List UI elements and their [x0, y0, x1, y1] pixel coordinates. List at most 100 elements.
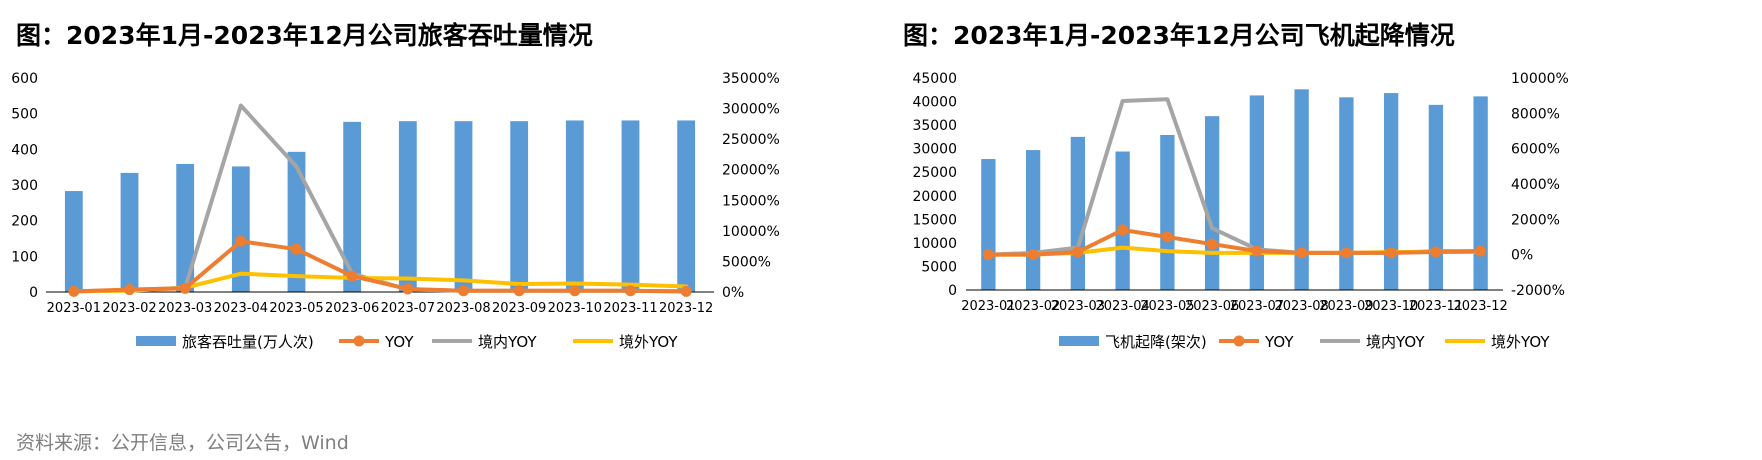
left-axis-tick: 0	[948, 283, 957, 299]
bar-2023-11	[1428, 104, 1444, 290]
x-tick-label: 2023-04	[1095, 299, 1149, 314]
bar-2023-02	[120, 172, 139, 292]
yoy-marker	[1117, 224, 1129, 236]
x-tick-label: 2023-01	[47, 301, 101, 316]
bar-2023-09	[1339, 97, 1354, 290]
yoy-marker	[458, 285, 469, 297]
yoy-marker	[569, 285, 581, 297]
yoy-marker	[1072, 246, 1084, 258]
bar-2023-08	[1294, 89, 1309, 290]
bar-2023-03	[1070, 136, 1086, 290]
bar-2023-04	[1115, 151, 1130, 290]
yoy-marker	[1475, 245, 1487, 257]
right-axis-tick: 8000%	[1511, 106, 1560, 122]
x-tick-label: 2023-11	[1409, 299, 1463, 314]
left-axis-tick: 600	[11, 71, 38, 87]
bar-2023-09	[510, 121, 529, 292]
yoy-marker	[1430, 246, 1442, 258]
bar-2023-01	[64, 191, 83, 292]
yoy-marker	[982, 249, 994, 261]
left-axis-tick: 40000	[912, 95, 957, 111]
left-axis-tick: 500	[11, 107, 38, 123]
right-axis-tick: 10000%	[722, 224, 780, 240]
left-axis-tick: 30000	[912, 142, 957, 158]
legend-bar-swatch	[1059, 336, 1099, 346]
x-tick-label: 2023-10	[548, 301, 602, 316]
right-axis-tick: 25000%	[722, 132, 780, 148]
chart-title-aircraft: 图：2023年1月-2023年12月公司飞机起降情况	[903, 21, 1455, 50]
source-note: 资料来源：公开信息，公司公告，Wind	[16, 432, 349, 454]
bar-2023-08	[454, 121, 473, 292]
x-tick-label: 2023-05	[1140, 299, 1194, 314]
legend-line-label: 境内YOY	[478, 333, 537, 351]
left-axis-tick: 5000	[921, 259, 957, 275]
left-axis-tick: 200	[11, 214, 38, 230]
chart-title-passenger: 图：2023年1月-2023年12月公司旅客吞吐量情况	[16, 21, 593, 50]
legend-line-label: 境外YOY	[619, 333, 678, 351]
aircraft-chart: 0 5000 10000 15000 20000 25000 30000 35000 40000…	[912, 71, 1569, 351]
bar-2023-03	[176, 163, 195, 292]
x-tick-label: 2023-10	[1364, 299, 1418, 314]
bar-2023-04	[231, 166, 250, 292]
yoy-marker	[1161, 231, 1173, 243]
yoy-marker	[1206, 238, 1218, 250]
legend-bar-label: 旅客吞吐量(万人次)	[182, 333, 314, 351]
right-axis-tick: 30000%	[722, 102, 780, 118]
line-境内YOY	[986, 97, 1483, 257]
yoy-marker	[235, 235, 247, 247]
bar-2023-10	[1383, 93, 1399, 290]
left-axis-tick: 100	[11, 249, 38, 265]
bar-2023-06	[1204, 116, 1220, 290]
left-axis-tick: 15000	[912, 212, 957, 228]
left-axis-tick: 25000	[912, 165, 957, 181]
yoy-marker	[1296, 247, 1308, 259]
bar-2023-12	[1473, 96, 1488, 290]
x-tick-label: 2023-03	[158, 301, 212, 316]
x-tick-label: 2023-11	[603, 301, 657, 316]
right-axis-tick: 2000%	[1511, 212, 1560, 228]
yoy-marker	[402, 283, 414, 295]
yoy-marker	[346, 270, 358, 282]
bar-2023-11	[621, 120, 640, 292]
legend-line-label: 境外YOY	[1491, 333, 1550, 351]
yoy-marker	[1251, 245, 1263, 257]
x-tick-label: 2023-01	[961, 299, 1015, 314]
x-tick-label: 2023-02	[102, 301, 156, 316]
x-tick-label: 2023-02	[1006, 299, 1060, 314]
legend-marker	[353, 335, 365, 347]
x-tick-label: 2023-03	[1051, 299, 1105, 314]
yoy-marker	[625, 285, 636, 297]
bar-2023-07	[398, 121, 417, 292]
left-axis-tick: 20000	[912, 189, 957, 205]
passenger-chart: 0 100 200 300 400 500 600 0% 5000% 10000% 15000% 20…	[11, 71, 780, 351]
x-tick-label: 2023-09	[492, 301, 546, 316]
yoy-marker	[291, 243, 302, 255]
yoy-marker	[179, 282, 191, 294]
yoy-marker	[68, 285, 80, 297]
right-axis-tick: 5000%	[722, 254, 771, 270]
right-axis-tick: 20000%	[722, 163, 780, 179]
legend-line-label: YOY	[1264, 333, 1294, 351]
left-axis-tick: 45000	[912, 71, 957, 87]
yoy-marker	[680, 285, 692, 297]
right-axis-tick: 4000%	[1511, 177, 1560, 193]
right-axis-tick: 35000%	[722, 71, 780, 87]
left-axis-tick: 35000	[912, 118, 957, 134]
right-axis-tick: 0%	[1511, 248, 1533, 264]
yoy-marker	[513, 285, 525, 297]
line-YOY	[986, 227, 1483, 257]
x-tick-label: 2023-06	[1185, 299, 1239, 314]
x-tick-label: 2023-09	[1319, 299, 1373, 314]
yoy-marker	[1340, 247, 1352, 259]
x-tick-label: 2023-12	[659, 301, 713, 316]
right-axis-tick: 15000%	[722, 193, 780, 209]
left-axis-tick: 10000	[912, 236, 957, 252]
right-axis-tick: 10000%	[1511, 71, 1569, 87]
x-tick-label: 2023-08	[436, 301, 490, 316]
line-YOY	[71, 239, 689, 294]
bar-2023-07	[1249, 95, 1265, 290]
x-tick-label: 2023-04	[214, 301, 268, 316]
legend-line-label: 境内YOY	[1366, 333, 1425, 351]
bar-2023-10	[565, 120, 584, 292]
x-tick-label: 2023-06	[325, 301, 379, 316]
